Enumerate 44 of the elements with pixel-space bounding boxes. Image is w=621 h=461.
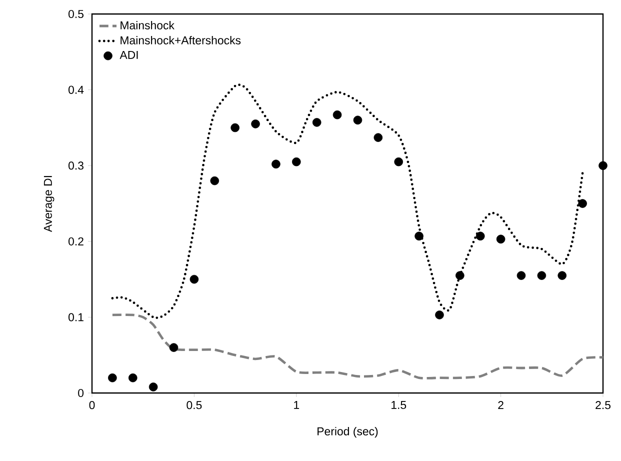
point (516, 271, 526, 280)
point (394, 157, 403, 166)
point (414, 232, 424, 240)
y-tick-label: 0.1 (68, 313, 84, 322)
legend-label: Mainshock (120, 20, 174, 30)
point (558, 271, 567, 280)
point (128, 373, 138, 382)
x-axis-title: Period (sec) (318, 426, 378, 438)
y-tick-label: 0.4 (68, 86, 84, 94)
point (210, 176, 220, 186)
y-tick-label: 0.2 (68, 237, 84, 246)
line-series (111, 314, 604, 380)
point (435, 310, 444, 320)
point (190, 274, 199, 284)
point (537, 271, 546, 280)
y-tick-label: 0 (78, 388, 84, 398)
y-tick-label: 0.3 (68, 162, 84, 170)
point (312, 118, 322, 127)
y-axis-title: Average DI (44, 176, 54, 232)
point (598, 161, 608, 170)
point (169, 343, 178, 352)
x-tick-label: 2.5 (596, 401, 610, 410)
point (230, 123, 240, 132)
point (148, 382, 158, 392)
x-tick-label: 0.5 (186, 401, 202, 410)
y-tick-label: 0.5 (68, 10, 84, 18)
point (456, 271, 464, 280)
x-tick-label: 0 (89, 401, 95, 410)
point (578, 199, 587, 208)
point (496, 234, 506, 244)
line-series (111, 84, 584, 318)
point (332, 110, 342, 120)
point (476, 232, 485, 240)
legend-label: Mainshock+Aftershocks (120, 36, 241, 44)
x-tick-label: 1 (294, 401, 300, 409)
x-tick-label: 1.5 (392, 401, 406, 410)
point (108, 373, 117, 382)
legend-label: ADI (120, 51, 138, 59)
x-tick-label: 2 (498, 401, 504, 410)
point (251, 120, 260, 128)
point (272, 160, 280, 168)
point (292, 157, 301, 166)
point (353, 116, 362, 125)
point (374, 133, 383, 142)
